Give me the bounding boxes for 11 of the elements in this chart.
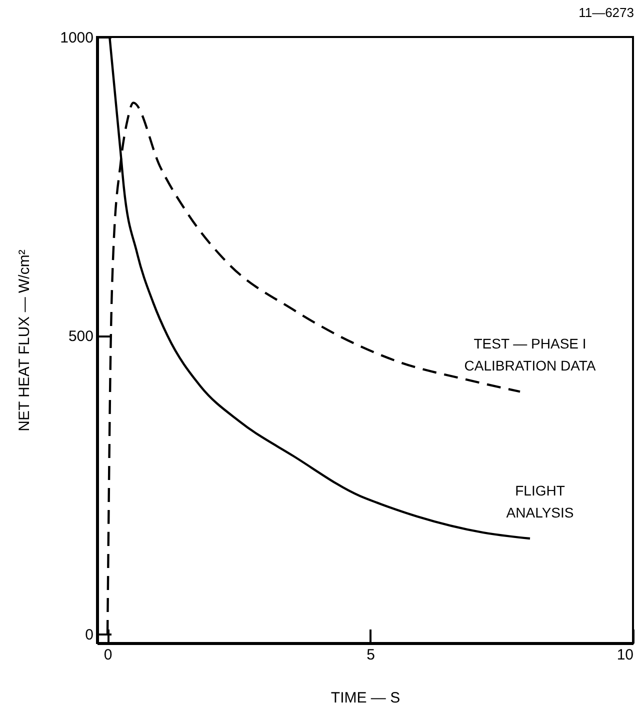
x-axis-title: TIME — S	[330, 690, 400, 706]
y-tick-label: 500	[68, 328, 94, 346]
series-label: FLIGHT ANALYSIS	[506, 482, 574, 521]
series-label: TEST — PHASE I CALIBRATION DATA	[464, 336, 596, 374]
text: 11—6273	[578, 5, 634, 20]
x-tick-label: 0	[104, 646, 112, 664]
y-axis-title: NET HEAT FLUX — W/cm²	[16, 250, 34, 432]
x-tick-label: 10	[616, 646, 634, 664]
x-tick-label: 5	[366, 646, 375, 664]
y-tick-label: 0	[85, 626, 94, 644]
y-tick-label: 1000	[60, 30, 94, 46]
